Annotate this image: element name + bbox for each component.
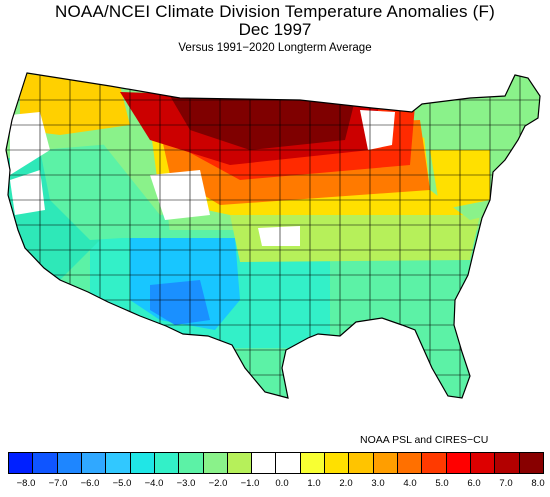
legend-swatch (179, 453, 204, 473)
legend-swatch (106, 453, 131, 473)
map-period: Dec 1997 (238, 20, 312, 39)
legend-tick-label: −6.0 (80, 478, 100, 489)
legend-tick-label: −4.0 (144, 478, 164, 489)
map-title: NOAA/NCEI Climate Division Temperature A… (55, 2, 495, 21)
legend-tick-label: −2.0 (208, 478, 228, 489)
legend-tick-label: −5.0 (112, 478, 132, 489)
legend-swatch (398, 453, 423, 473)
legend-tick-label: 3.0 (371, 478, 385, 489)
us-outline (5, 72, 541, 399)
legend-tick-label: 8.0 (531, 478, 545, 489)
legend-swatch (446, 453, 471, 473)
legend-swatch (276, 453, 301, 473)
legend-swatch (373, 453, 398, 473)
legend-swatch (33, 453, 58, 473)
legend-tick-label: −8.0 (16, 478, 36, 489)
legend-tick-label: −1.0 (240, 478, 260, 489)
region-pacific-northwest (20, 73, 130, 135)
legend-tick-label: 5.0 (435, 478, 449, 489)
color-legend (8, 452, 544, 474)
legend-tick-label: 4.0 (403, 478, 417, 489)
legend-swatch (57, 453, 82, 473)
region-missouri-neutral (258, 226, 300, 246)
legend-tick-label: −7.0 (48, 478, 68, 489)
legend-swatch (470, 453, 496, 473)
legend-swatch (252, 453, 277, 473)
legend-swatch (422, 453, 447, 473)
legend-swatch (130, 453, 155, 473)
legend-swatch (349, 453, 374, 473)
credit-label: NOAA PSL and CIRES−CU (360, 434, 489, 446)
map-baseline: Versus 1991−2020 Longterm Average (178, 42, 372, 54)
legend-tick-label: 7.0 (499, 478, 513, 489)
legend-swatch (519, 453, 543, 473)
region-michigan-neutral (360, 110, 395, 150)
legend-tick-label: 6.0 (467, 478, 481, 489)
region-wyoming-neutral (150, 170, 210, 220)
region-california-neutral (10, 170, 45, 215)
legend-swatch (300, 453, 326, 473)
legend-swatch (495, 453, 520, 473)
legend-tick-label: 2.0 (339, 478, 353, 489)
legend-swatch (203, 453, 228, 473)
legend-tick-label: 1.0 (307, 478, 321, 489)
legend-swatch (227, 453, 253, 473)
region-northern-plains-core (170, 96, 355, 150)
anomaly-regions (6, 73, 540, 398)
legend-swatch (81, 453, 107, 473)
legend-swatch (9, 453, 34, 473)
legend-tick-label: −3.0 (176, 478, 196, 489)
legend-tick-label: 0.0 (275, 478, 289, 489)
legend-swatch (154, 453, 180, 473)
region-southwest-core (150, 280, 210, 325)
legend-swatch (325, 453, 350, 473)
division-boundaries (6, 73, 540, 398)
legend-ticks: −8.0 −7.0 −6.0 −5.0 −4.0 −3.0 −2.0 −1.0 0.0 1.0 2.… (8, 478, 545, 490)
